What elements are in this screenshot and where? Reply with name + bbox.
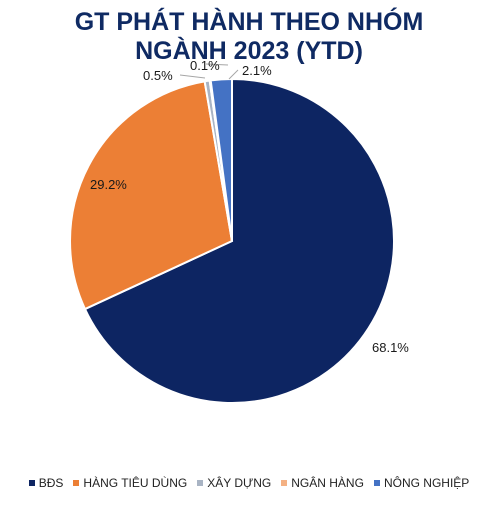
legend-item-4: NGÂN HÀNG <box>281 476 364 490</box>
chart-title: GT PHÁT HÀNH THEO NHÓM NGÀNH 2023 (YTD) <box>0 8 498 66</box>
legend-swatch-4 <box>281 480 288 486</box>
leader-line-4 <box>205 63 229 66</box>
legend-swatch-2 <box>73 480 80 486</box>
legend-swatch-5 <box>373 480 380 486</box>
leader-line-3 <box>179 74 206 79</box>
leader-line-5 <box>228 69 239 80</box>
chart-legend: BĐS HÀNG TIÊU DÙNG XÂY DỰNG NGÂN HÀNG NÔNG N… <box>0 476 498 490</box>
legend-label-1: BĐS <box>38 476 64 490</box>
legend-label-5: NÔNG NGHIỆP <box>383 476 470 490</box>
legend-label-4: NGÂN HÀNG <box>291 476 364 490</box>
legend-item-3: XÂY DỰNG <box>197 476 271 490</box>
data-label-5: 2.1% <box>242 63 272 78</box>
legend-item-5: NÔNG NGHIỆP <box>373 476 470 490</box>
data-label-3: 0.5% <box>143 68 173 83</box>
legend-swatch-3 <box>197 480 204 486</box>
chart-title-line-2: NGÀNH 2023 (YTD) <box>135 37 363 65</box>
legend-item-2: HÀNG TIÊU DÙNG <box>73 476 187 490</box>
data-label-1: 68.1% <box>372 340 409 355</box>
legend-item-1: BĐS <box>28 476 64 490</box>
data-label-2: 29.2% <box>90 177 127 192</box>
data-label-4: 0.1% <box>190 58 220 73</box>
pie-slice-2 <box>69 80 234 311</box>
pie-slice-1 <box>83 77 395 404</box>
legend-swatch-1 <box>28 480 35 486</box>
pie-slice-5 <box>209 77 233 242</box>
legend-label-2: HÀNG TIÊU DÙNG <box>83 476 188 490</box>
chart-title-line-1: GT PHÁT HÀNH THEO NHÓM <box>74 8 424 36</box>
legend-label-3: XÂY DỰNG <box>207 476 272 490</box>
